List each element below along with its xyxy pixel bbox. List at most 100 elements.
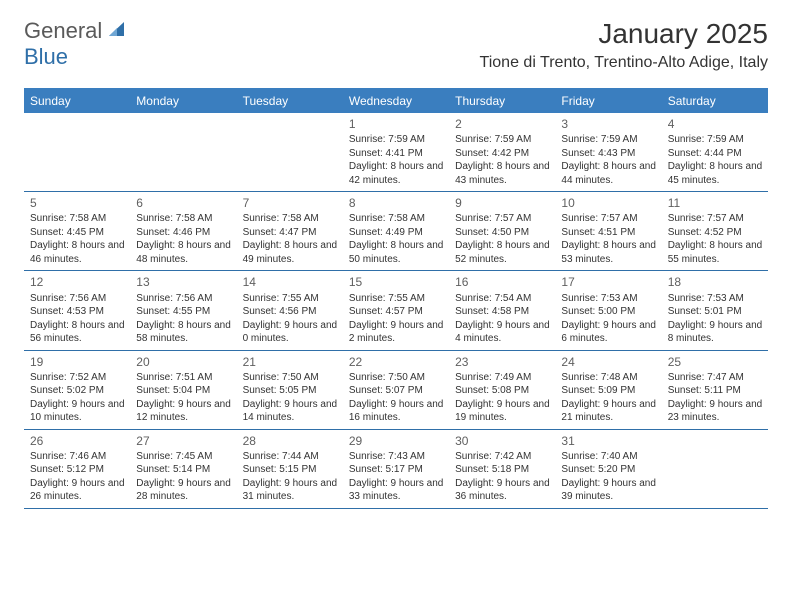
calendar-cell: 20Sunrise: 7:51 AMSunset: 5:04 PMDayligh… [130, 351, 236, 429]
calendar-cell: 17Sunrise: 7:53 AMSunset: 5:00 PMDayligh… [555, 271, 661, 349]
dow-wednesday: Wednesday [343, 90, 449, 113]
daylight-text: Daylight: 9 hours and 26 minutes. [30, 477, 126, 504]
daylight-text: Daylight: 9 hours and 12 minutes. [136, 398, 232, 425]
dow-tuesday: Tuesday [237, 90, 343, 113]
daylight-text: Daylight: 9 hours and 33 minutes. [349, 477, 445, 504]
sunrise-text: Sunrise: 7:48 AM [561, 371, 657, 385]
day-number: 12 [30, 274, 126, 290]
calendar-cell: 24Sunrise: 7:48 AMSunset: 5:09 PMDayligh… [555, 351, 661, 429]
day-number: 2 [455, 116, 551, 132]
logo: General [24, 18, 129, 44]
day-number: 14 [243, 274, 339, 290]
sunset-text: Sunset: 5:00 PM [561, 305, 657, 319]
calendar-cell: 3Sunrise: 7:59 AMSunset: 4:43 PMDaylight… [555, 113, 661, 191]
calendar-cell: 7Sunrise: 7:58 AMSunset: 4:47 PMDaylight… [237, 192, 343, 270]
day-number: 24 [561, 354, 657, 370]
sunset-text: Sunset: 4:56 PM [243, 305, 339, 319]
day-number: 21 [243, 354, 339, 370]
sunrise-text: Sunrise: 7:59 AM [349, 133, 445, 147]
sunrise-text: Sunrise: 7:57 AM [455, 212, 551, 226]
day-number: 20 [136, 354, 232, 370]
daylight-text: Daylight: 8 hours and 46 minutes. [30, 239, 126, 266]
sunset-text: Sunset: 5:08 PM [455, 384, 551, 398]
dow-friday: Friday [555, 90, 661, 113]
sunset-text: Sunset: 5:02 PM [30, 384, 126, 398]
calendar-week: 1Sunrise: 7:59 AMSunset: 4:41 PMDaylight… [24, 113, 768, 192]
header: General January 2025 Tione di Trento, Tr… [0, 0, 792, 78]
daylight-text: Daylight: 9 hours and 14 minutes. [243, 398, 339, 425]
day-number: 22 [349, 354, 445, 370]
sunrise-text: Sunrise: 7:57 AM [668, 212, 764, 226]
sunrise-text: Sunrise: 7:55 AM [243, 292, 339, 306]
day-number: 30 [455, 433, 551, 449]
sunrise-text: Sunrise: 7:56 AM [136, 292, 232, 306]
calendar-cell: 11Sunrise: 7:57 AMSunset: 4:52 PMDayligh… [662, 192, 768, 270]
daylight-text: Daylight: 9 hours and 16 minutes. [349, 398, 445, 425]
location: Tione di Trento, Trentino-Alto Adige, It… [480, 54, 768, 72]
day-number: 19 [30, 354, 126, 370]
day-number: 16 [455, 274, 551, 290]
calendar-cell: 25Sunrise: 7:47 AMSunset: 5:11 PMDayligh… [662, 351, 768, 429]
daylight-text: Daylight: 8 hours and 58 minutes. [136, 319, 232, 346]
calendar-cell: 27Sunrise: 7:45 AMSunset: 5:14 PMDayligh… [130, 430, 236, 508]
daylight-text: Daylight: 8 hours and 44 minutes. [561, 160, 657, 187]
calendar-cell: 26Sunrise: 7:46 AMSunset: 5:12 PMDayligh… [24, 430, 130, 508]
daylight-text: Daylight: 8 hours and 42 minutes. [349, 160, 445, 187]
dow-row: Sunday Monday Tuesday Wednesday Thursday… [24, 90, 768, 113]
calendar-cell: 16Sunrise: 7:54 AMSunset: 4:58 PMDayligh… [449, 271, 555, 349]
daylight-text: Daylight: 9 hours and 19 minutes. [455, 398, 551, 425]
daylight-text: Daylight: 9 hours and 28 minutes. [136, 477, 232, 504]
daylight-text: Daylight: 8 hours and 48 minutes. [136, 239, 232, 266]
day-number: 29 [349, 433, 445, 449]
sunset-text: Sunset: 5:05 PM [243, 384, 339, 398]
daylight-text: Daylight: 8 hours and 56 minutes. [30, 319, 126, 346]
calendar-week: 5Sunrise: 7:58 AMSunset: 4:45 PMDaylight… [24, 192, 768, 271]
sunset-text: Sunset: 4:50 PM [455, 226, 551, 240]
calendar-cell-empty [662, 430, 768, 508]
sunrise-text: Sunrise: 7:46 AM [30, 450, 126, 464]
sunrise-text: Sunrise: 7:40 AM [561, 450, 657, 464]
day-number: 5 [30, 195, 126, 211]
day-number: 1 [349, 116, 445, 132]
calendar-cell: 23Sunrise: 7:49 AMSunset: 5:08 PMDayligh… [449, 351, 555, 429]
sunset-text: Sunset: 4:42 PM [455, 147, 551, 161]
sunset-text: Sunset: 4:51 PM [561, 226, 657, 240]
day-number: 26 [30, 433, 126, 449]
sunset-text: Sunset: 4:44 PM [668, 147, 764, 161]
day-number: 4 [668, 116, 764, 132]
daylight-text: Daylight: 9 hours and 36 minutes. [455, 477, 551, 504]
calendar-week: 12Sunrise: 7:56 AMSunset: 4:53 PMDayligh… [24, 271, 768, 350]
sunset-text: Sunset: 4:47 PM [243, 226, 339, 240]
calendar-cell: 8Sunrise: 7:58 AMSunset: 4:49 PMDaylight… [343, 192, 449, 270]
sail-icon [107, 19, 127, 44]
calendar-cell: 14Sunrise: 7:55 AMSunset: 4:56 PMDayligh… [237, 271, 343, 349]
calendar: Sunday Monday Tuesday Wednesday Thursday… [24, 88, 768, 509]
sunrise-text: Sunrise: 7:44 AM [243, 450, 339, 464]
sunset-text: Sunset: 4:55 PM [136, 305, 232, 319]
calendar-cell: 15Sunrise: 7:55 AMSunset: 4:57 PMDayligh… [343, 271, 449, 349]
sunset-text: Sunset: 5:20 PM [561, 463, 657, 477]
day-number: 15 [349, 274, 445, 290]
calendar-cell: 1Sunrise: 7:59 AMSunset: 4:41 PMDaylight… [343, 113, 449, 191]
dow-saturday: Saturday [662, 90, 768, 113]
daylight-text: Daylight: 9 hours and 2 minutes. [349, 319, 445, 346]
daylight-text: Daylight: 9 hours and 4 minutes. [455, 319, 551, 346]
sunrise-text: Sunrise: 7:59 AM [455, 133, 551, 147]
sunset-text: Sunset: 5:01 PM [668, 305, 764, 319]
calendar-cell: 2Sunrise: 7:59 AMSunset: 4:42 PMDaylight… [449, 113, 555, 191]
day-number: 27 [136, 433, 232, 449]
sunset-text: Sunset: 5:17 PM [349, 463, 445, 477]
sunset-text: Sunset: 5:14 PM [136, 463, 232, 477]
sunrise-text: Sunrise: 7:58 AM [243, 212, 339, 226]
sunset-text: Sunset: 4:43 PM [561, 147, 657, 161]
sunrise-text: Sunrise: 7:58 AM [136, 212, 232, 226]
daylight-text: Daylight: 8 hours and 52 minutes. [455, 239, 551, 266]
sunrise-text: Sunrise: 7:58 AM [349, 212, 445, 226]
day-number: 17 [561, 274, 657, 290]
sunrise-text: Sunrise: 7:51 AM [136, 371, 232, 385]
calendar-cell: 4Sunrise: 7:59 AMSunset: 4:44 PMDaylight… [662, 113, 768, 191]
calendar-cell: 28Sunrise: 7:44 AMSunset: 5:15 PMDayligh… [237, 430, 343, 508]
sunset-text: Sunset: 4:53 PM [30, 305, 126, 319]
day-number: 28 [243, 433, 339, 449]
day-number: 31 [561, 433, 657, 449]
